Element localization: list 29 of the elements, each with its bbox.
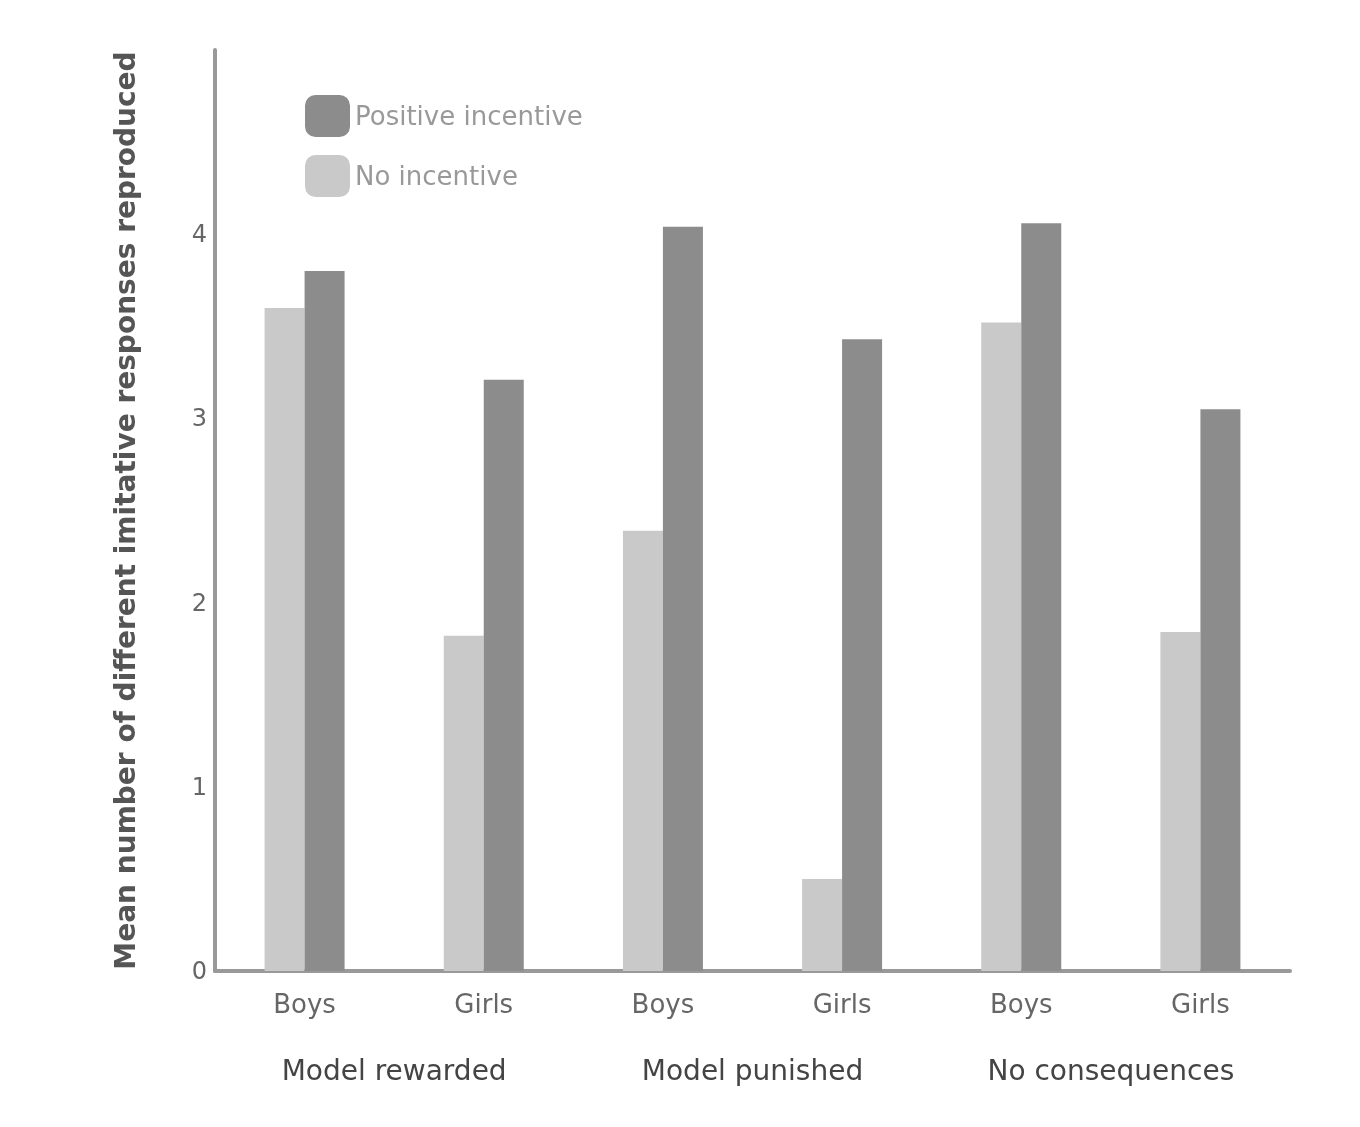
bar bbox=[1200, 409, 1241, 971]
x-tick-label: Girls bbox=[1170, 989, 1230, 1019]
x-tick-label: Girls bbox=[812, 989, 872, 1019]
y-axis-title: Mean number of different imitative responses reproduced bbox=[108, 51, 142, 970]
text: No consequences bbox=[987, 1053, 1235, 1087]
x-tick-label: Boys bbox=[989, 989, 1053, 1019]
legend-label: Positive incentive bbox=[355, 101, 583, 131]
x-tick-label: Boys bbox=[273, 989, 336, 1019]
bar bbox=[1160, 632, 1201, 971]
y-tick-label: 4 bbox=[191, 220, 207, 249]
text: Model rewarded bbox=[281, 1053, 507, 1087]
bar bbox=[443, 635, 484, 971]
x-tick-label: Girls bbox=[454, 989, 514, 1019]
bar bbox=[483, 379, 524, 971]
text: Model punished bbox=[641, 1053, 864, 1087]
bar bbox=[1021, 223, 1062, 971]
y-tick-label: 0 bbox=[191, 957, 207, 985]
bar bbox=[304, 271, 345, 971]
y-tick-label: 2 bbox=[191, 588, 207, 617]
bar bbox=[264, 307, 305, 971]
y-tick-label: 3 bbox=[191, 404, 207, 433]
legend-label: No incentive bbox=[355, 161, 518, 191]
bar bbox=[662, 226, 703, 971]
bar bbox=[622, 530, 663, 971]
bar bbox=[802, 878, 843, 971]
bar bbox=[981, 322, 1022, 971]
y-tick-label: 1 bbox=[191, 772, 207, 801]
x-tick-label: Boys bbox=[631, 989, 695, 1019]
bar bbox=[842, 339, 883, 971]
